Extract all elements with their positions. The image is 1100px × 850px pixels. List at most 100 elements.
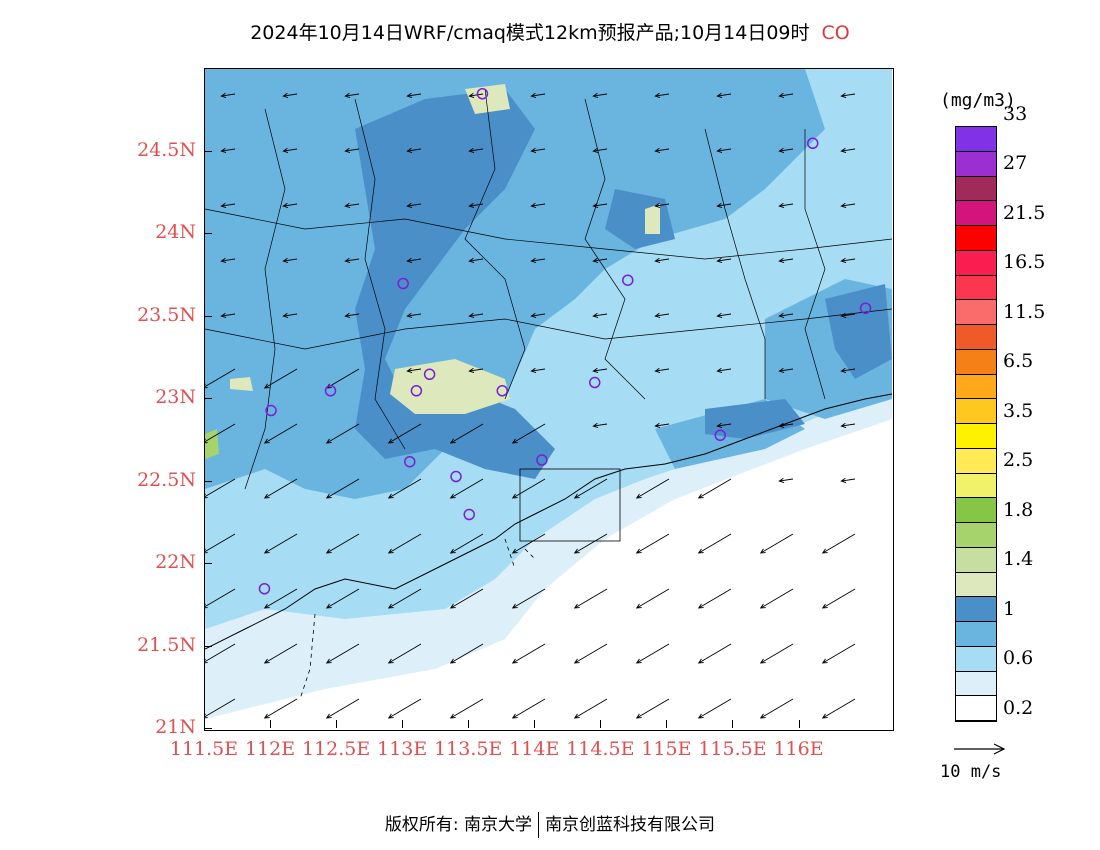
wind-arrow: [344, 92, 360, 98]
wind-arrow: [263, 533, 298, 554]
colorbar: [955, 126, 997, 722]
wind-arrow: [840, 312, 856, 318]
lon-label: 112.5E: [301, 738, 371, 760]
wind-arrow: [573, 478, 608, 499]
lon-tick: [204, 720, 205, 728]
station-marker: [410, 385, 423, 397]
lon-label: 113E: [377, 738, 428, 760]
station-marker: [536, 454, 548, 466]
wind-arrow: [592, 312, 608, 318]
footer-separator: [538, 812, 540, 838]
wind-arrow: [220, 257, 236, 263]
wind-arrow: [344, 147, 360, 153]
wind-arrow: [697, 533, 732, 554]
wind-arrow: [387, 533, 422, 554]
wind-arrow: [263, 368, 298, 389]
wind-arrow: [205, 588, 236, 609]
field-level-1.4c: [645, 204, 660, 234]
wind-arrow: [759, 698, 794, 719]
wind-arrow: [449, 698, 484, 719]
wind-arrow: [778, 92, 794, 98]
station-marker: [404, 455, 416, 468]
wind-arrow: [344, 257, 360, 263]
wind-arrow: [530, 367, 546, 373]
colorbar-tick-label: 1.8: [1003, 498, 1034, 521]
wind-arrow: [821, 588, 856, 609]
wind-arrow: [592, 422, 608, 428]
wind-arrow: [697, 588, 732, 609]
wind-arrow: [468, 312, 484, 318]
station-marker: [714, 429, 726, 442]
wind-arrow: [821, 533, 856, 554]
wind-arrow: [511, 643, 546, 664]
coastline: [205, 393, 892, 650]
field-level-1.4b: [465, 84, 510, 114]
colorbar-cell: [956, 399, 996, 424]
wind-arrow: [654, 147, 670, 153]
wind-arrow: [406, 202, 422, 208]
wind-arrow: [821, 698, 856, 719]
wind-arrow: [387, 588, 422, 609]
wind-arrow: [220, 147, 236, 153]
wind-arrow: [406, 367, 422, 373]
wind-arrow: [530, 147, 546, 153]
lon-label: 116E: [773, 738, 824, 760]
wind-arrow: [263, 588, 298, 609]
wind-arrow: [468, 92, 484, 98]
station-marker: [397, 277, 409, 290]
station-marker: [806, 137, 819, 149]
wind-arrow: [840, 422, 856, 428]
wind-arrow: [220, 312, 236, 318]
lon-tick: [600, 720, 602, 728]
wind-arrow: [716, 257, 732, 263]
wind-arrow: [654, 92, 670, 98]
field-level-1: [355, 89, 555, 479]
wind-arrow: [325, 643, 360, 664]
lat-tick: [204, 480, 212, 482]
field-level-1c: [705, 399, 805, 439]
wind-arrow: [840, 202, 856, 208]
legend-unit: (mg/m3): [940, 90, 1016, 111]
admin-boundaries: [205, 88, 892, 490]
copyright-footer: 版权所有: 南京大学 南京创蓝科技有限公司: [0, 810, 1100, 838]
map-title: 2024年10月14日WRF/cmaq模式12km预报产品;10月14日09时 C…: [0, 18, 1100, 45]
wind-arrow: [716, 202, 732, 208]
lon-tick: [534, 720, 536, 728]
wind-arrow: [511, 478, 546, 499]
wind-arrow: [716, 147, 732, 153]
colorbar-cell: [956, 597, 996, 622]
lon-tick: [666, 720, 668, 728]
field-level-1b: [825, 284, 892, 379]
wind-arrow: [778, 367, 794, 373]
colorbar-tick-label: 33: [1003, 102, 1028, 125]
colorbar-cell: [956, 151, 996, 177]
colorbar-cell: [956, 226, 996, 251]
wind-arrow: [511, 533, 546, 554]
wind-arrow: [530, 257, 546, 263]
colorbar-cell: [956, 300, 996, 325]
lat-label: 23.5N: [137, 303, 196, 326]
wind-arrow: [449, 423, 484, 444]
lat-label: 23N: [155, 386, 196, 408]
concentration-map: [204, 68, 894, 731]
colorbar-cell: [956, 127, 996, 152]
colorbar-cell: [956, 523, 996, 548]
wind-arrow: [220, 202, 236, 208]
station-marker: [588, 376, 601, 389]
colorbar-tick-label: 3.5: [1003, 399, 1034, 422]
wind-arrow: [778, 202, 794, 208]
wind-arrow: [387, 423, 422, 444]
wind-arrow: [263, 478, 298, 499]
copyright-right: 南京创蓝科技有限公司: [545, 815, 716, 835]
wind-arrow: [387, 698, 422, 719]
lon-label: 114E: [509, 738, 560, 760]
wind-arrow: [635, 478, 670, 499]
station-marker: [496, 385, 509, 397]
wind-arrow: [759, 533, 794, 554]
wind-arrow: [840, 257, 856, 263]
colorbar-cell: [956, 622, 996, 647]
wind-arrow: [387, 643, 422, 664]
lat-label: 24N: [155, 221, 196, 243]
station-marker: [622, 274, 634, 286]
island-dashes: [299, 538, 536, 700]
